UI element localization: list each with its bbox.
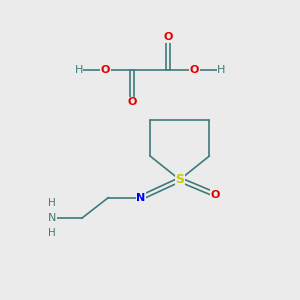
Text: O: O <box>128 98 137 107</box>
Text: O: O <box>163 32 172 42</box>
Text: H: H <box>48 199 56 208</box>
Text: O: O <box>101 65 110 75</box>
Text: N: N <box>136 193 146 202</box>
Text: H: H <box>74 65 83 75</box>
Text: O: O <box>190 65 199 75</box>
Text: O: O <box>211 190 220 200</box>
Text: H: H <box>48 228 56 238</box>
Text: H: H <box>217 65 226 75</box>
Text: S: S <box>175 173 184 186</box>
Text: N: N <box>48 213 56 224</box>
